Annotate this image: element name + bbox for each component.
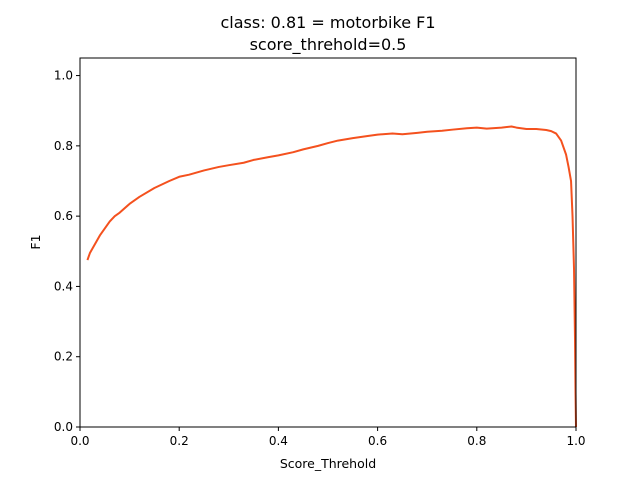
chart-title: class: 0.81 = motorbike F1	[220, 13, 435, 32]
x-tick-label: 0.6	[368, 434, 387, 448]
y-tick-label: 1.0	[54, 69, 73, 83]
axis-ticks: 0.0 0.2 0.4 0.6 0.8 1.0 0.0 0.2 0.4 0.6 0.8 1.0	[54, 69, 586, 448]
y-tick-label: 0.6	[54, 209, 73, 223]
x-tick-label: 0.0	[70, 434, 89, 448]
y-axis-label: F1	[28, 234, 43, 249]
x-tick-label: 0.4	[269, 434, 288, 448]
x-tick-label: 0.2	[170, 434, 189, 448]
x-tick-label: 1.0	[566, 434, 585, 448]
y-tick-label: 0.4	[54, 279, 73, 293]
y-tick-label: 0.0	[54, 420, 73, 434]
plot-frame	[79, 57, 577, 428]
y-tick-label: 0.8	[54, 139, 73, 153]
series-line	[86, 125, 577, 428]
x-axis-label: Score_Threhold	[280, 456, 376, 471]
x-tick-label: 0.8	[467, 434, 486, 448]
chart-subtitle: score_threhold=0.5	[250, 35, 407, 55]
y-tick-label: 0.2	[54, 350, 73, 364]
